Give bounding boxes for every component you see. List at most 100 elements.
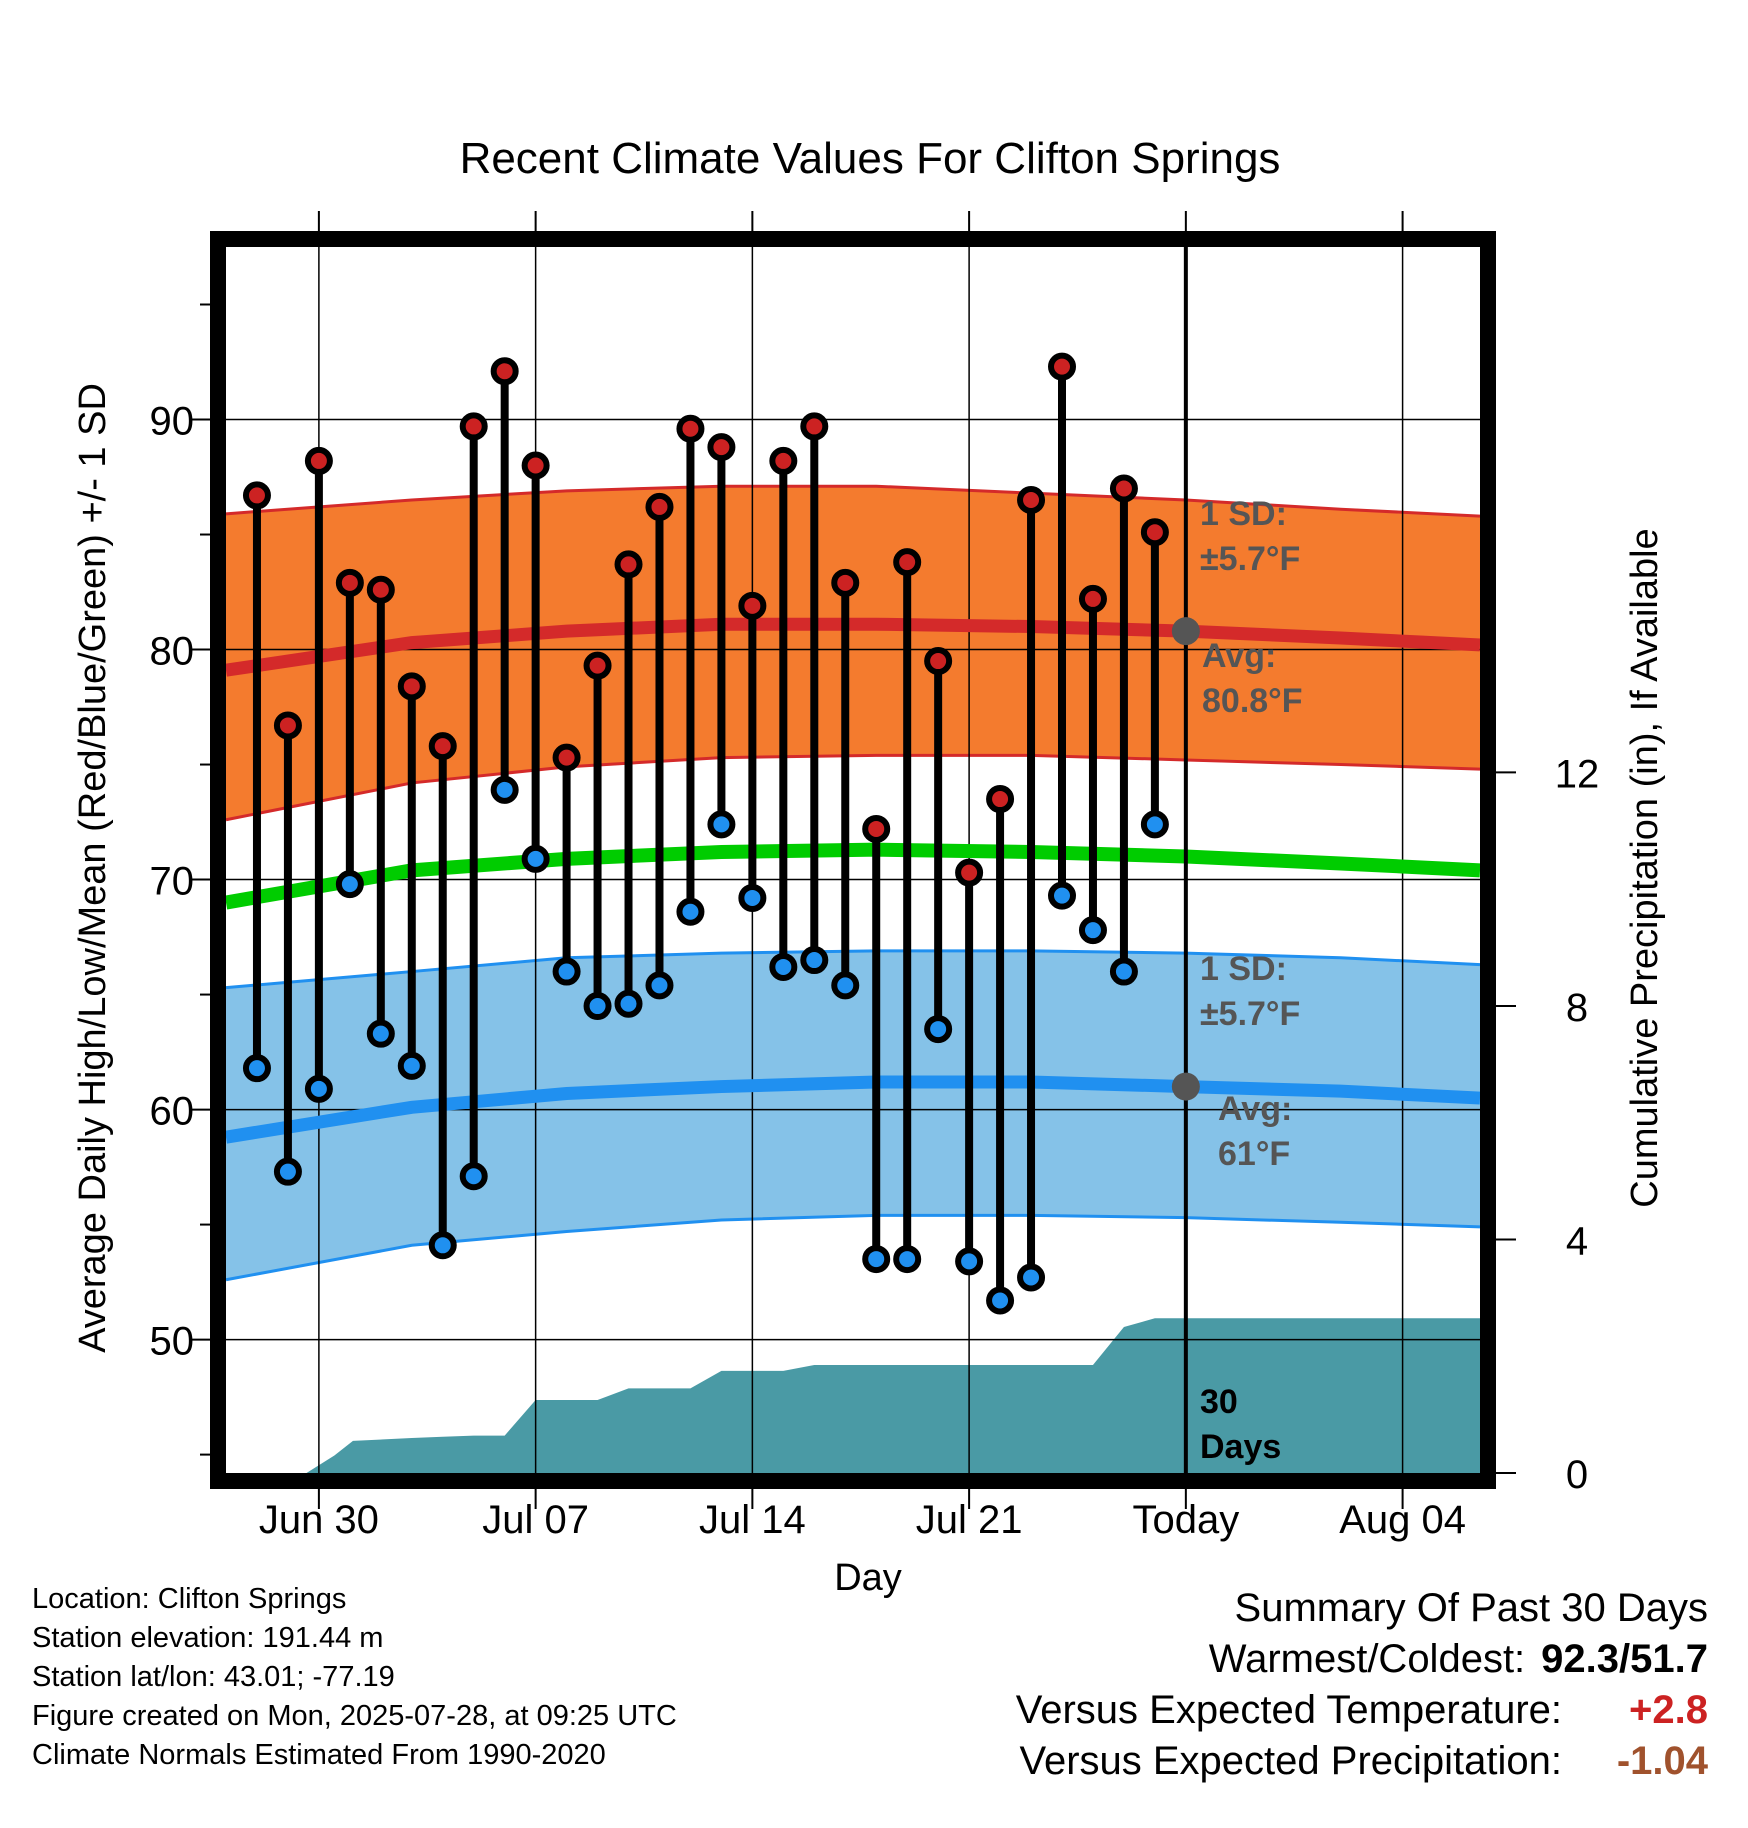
low-marker bbox=[769, 952, 798, 981]
high-marker bbox=[1078, 584, 1107, 613]
station-info: Location: Clifton Springs Station elevat… bbox=[32, 1580, 677, 1775]
high-marker bbox=[893, 548, 922, 577]
high-marker bbox=[428, 732, 457, 761]
y-left-tick-label: 90 bbox=[150, 400, 195, 444]
high-marker bbox=[738, 591, 767, 620]
low-marker bbox=[1048, 881, 1076, 910]
normals-text: Climate Normals Estimated From 1990-2020 bbox=[32, 1739, 606, 1771]
low-marker bbox=[893, 1245, 922, 1274]
y-right-tick-label: 0 bbox=[1566, 1453, 1588, 1497]
chart-title: Recent Climate Values For Clifton Spring… bbox=[460, 134, 1281, 183]
high-marker bbox=[676, 414, 705, 443]
summary-temp-row: Versus Expected Temperature: +2.8 bbox=[1016, 1685, 1708, 1736]
low-avg-annotation-line1: Avg: bbox=[1218, 1090, 1292, 1128]
warmest-value: 92.3/51.7 bbox=[1541, 1637, 1708, 1681]
high-marker bbox=[490, 357, 519, 386]
low-marker bbox=[583, 992, 612, 1021]
low-marker bbox=[645, 971, 674, 1000]
elevation-text: Station elevation: 191.44 m bbox=[32, 1622, 384, 1654]
high-marker bbox=[800, 412, 829, 441]
high-marker bbox=[335, 568, 364, 597]
low-marker bbox=[459, 1162, 488, 1191]
low-marker bbox=[862, 1245, 891, 1274]
low-marker bbox=[924, 1015, 953, 1044]
x-tick-label: Jul 21 bbox=[916, 1498, 1023, 1542]
y-left-tick-label: 80 bbox=[150, 630, 195, 674]
high-marker bbox=[831, 568, 860, 597]
low-avg-annotation-line2: 61°F bbox=[1218, 1135, 1290, 1173]
low-marker bbox=[1078, 916, 1107, 945]
high-marker bbox=[242, 481, 271, 510]
high-sd-upper-line bbox=[225, 484, 1481, 518]
high-sd-lower-line bbox=[225, 753, 1481, 822]
high-marker bbox=[1048, 352, 1076, 381]
x-tick-label: Jul 14 bbox=[699, 1498, 806, 1542]
high-marker bbox=[273, 711, 302, 740]
low-marker bbox=[397, 1051, 426, 1080]
precip-label: Versus Expected Precipitation: bbox=[1019, 1739, 1562, 1783]
high-sd-annotation-line1: 1 SD: bbox=[1200, 495, 1287, 533]
high-marker bbox=[1109, 474, 1138, 503]
x-axis-label: Day bbox=[834, 1557, 902, 1599]
low-marker bbox=[273, 1157, 302, 1186]
low-sd-annotation-line1: 1 SD: bbox=[1200, 950, 1287, 988]
high-avg-line bbox=[225, 617, 1481, 677]
low-marker bbox=[366, 1019, 395, 1048]
low-sd-annotation-line2: ±5.7°F bbox=[1200, 995, 1300, 1033]
x-tick-label: Jul 07 bbox=[482, 1498, 589, 1542]
high-marker bbox=[552, 743, 581, 772]
low-marker bbox=[614, 989, 643, 1018]
days-annotation-line2: Days bbox=[1200, 1428, 1281, 1466]
low-marker bbox=[800, 946, 829, 975]
temp-value: +2.8 bbox=[1629, 1688, 1708, 1732]
low-sd-band bbox=[226, 950, 1480, 1280]
x-tick-label: Today bbox=[1132, 1498, 1239, 1542]
plot-frame bbox=[210, 231, 1496, 1489]
x-tick-label: Jun 30 bbox=[259, 1498, 379, 1542]
high-avg-annotation-line2: 80.8°F bbox=[1202, 682, 1303, 720]
summary-title: Summary Of Past 30 Days bbox=[1234, 1586, 1708, 1630]
precip-area bbox=[226, 1318, 1480, 1473]
y-right-tick-label: 12 bbox=[1555, 752, 1600, 796]
high-marker bbox=[955, 858, 984, 887]
high-marker bbox=[1017, 486, 1046, 515]
y-left-tick-label: 60 bbox=[150, 1090, 195, 1134]
high-marker bbox=[521, 451, 550, 480]
created-text: Figure created on Mon, 2025-07-28, at 09… bbox=[32, 1700, 677, 1732]
low-marker bbox=[676, 897, 705, 926]
location-text: Location: Clifton Springs bbox=[32, 1583, 347, 1615]
high-marker bbox=[583, 651, 612, 680]
high-marker bbox=[707, 433, 736, 462]
days-annotation-line1: 30 bbox=[1200, 1383, 1238, 1421]
summary-panel: Summary Of Past 30 Days Warmest/Coldest:… bbox=[1016, 1583, 1708, 1787]
high-marker bbox=[1140, 518, 1169, 547]
today-high-avg-marker bbox=[1171, 617, 1200, 646]
y-left-tick-label: 70 bbox=[150, 860, 195, 904]
high-marker bbox=[304, 446, 333, 475]
plot-area bbox=[224, 247, 1481, 1473]
low-marker bbox=[707, 810, 736, 839]
summary-precip-row: Versus Expected Precipitation: -1.04 bbox=[1016, 1736, 1708, 1787]
high-marker bbox=[769, 446, 798, 475]
high-marker bbox=[366, 575, 395, 604]
low-marker bbox=[242, 1054, 271, 1083]
high-marker bbox=[645, 492, 674, 521]
high-marker bbox=[986, 785, 1015, 814]
high-marker bbox=[459, 412, 488, 441]
high-marker bbox=[862, 814, 891, 843]
y-right-tick-label: 4 bbox=[1566, 1219, 1588, 1263]
today-low-avg-marker bbox=[1171, 1072, 1200, 1101]
y-right-tick-label: 8 bbox=[1566, 986, 1588, 1030]
low-marker bbox=[1140, 810, 1169, 839]
low-marker bbox=[304, 1074, 333, 1103]
y-left-tick-label: 50 bbox=[150, 1320, 195, 1364]
latlon-text: Station lat/lon: 43.01; -77.19 bbox=[32, 1661, 395, 1693]
precip-value: -1.04 bbox=[1616, 1739, 1708, 1783]
low-marker bbox=[552, 957, 581, 986]
low-marker bbox=[428, 1231, 457, 1260]
low-marker bbox=[1109, 957, 1138, 986]
x-tick-label: Aug 04 bbox=[1339, 1498, 1466, 1542]
low-marker bbox=[1017, 1263, 1046, 1292]
y-axis-label-right: Cumulative Precipitation (in), If Availa… bbox=[1624, 528, 1666, 1207]
low-marker bbox=[986, 1286, 1015, 1315]
